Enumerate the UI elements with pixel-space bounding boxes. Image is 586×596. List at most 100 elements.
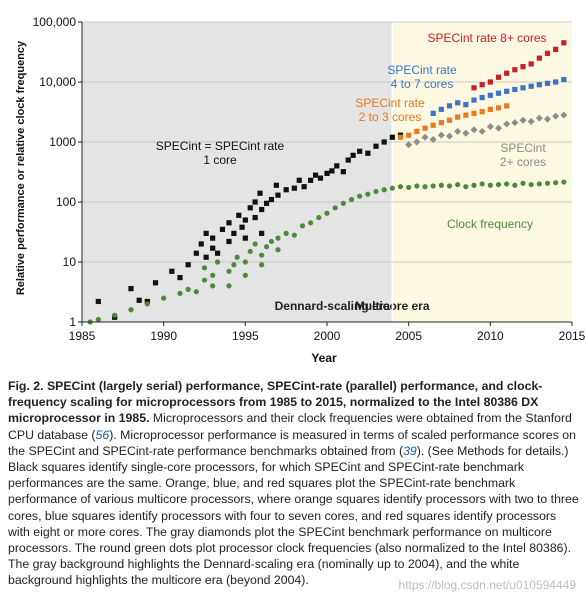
reference-link-39[interactable]: 39 bbox=[403, 443, 417, 458]
point-series-2-4 bbox=[437, 131, 445, 139]
point-series-1-47 bbox=[438, 182, 444, 188]
point-series-0-26 bbox=[252, 214, 258, 221]
y-tick-label-4: 10,000 bbox=[39, 75, 76, 89]
y-tick-label-0: 1 bbox=[69, 315, 76, 329]
point-series-2-0 bbox=[405, 141, 413, 149]
point-series-1-30 bbox=[299, 223, 306, 229]
series-label-0-0: SPECint = SPECint rate bbox=[156, 139, 285, 153]
point-series-2-13 bbox=[511, 119, 519, 127]
point-series-5-2 bbox=[487, 79, 493, 85]
point-series-3-3 bbox=[422, 125, 428, 131]
point-series-4-14 bbox=[544, 80, 551, 86]
point-series-4-5 bbox=[471, 97, 477, 103]
series-label-5-0: SPECint rate 8+ cores bbox=[427, 31, 546, 45]
point-series-1-42 bbox=[397, 184, 404, 190]
y-axis-title: Relative performance or relative clock f… bbox=[15, 40, 27, 295]
point-series-3-2 bbox=[414, 128, 420, 135]
point-series-4-13 bbox=[536, 82, 542, 88]
x-tick-label-1: 1990 bbox=[150, 329, 177, 343]
point-series-0-31 bbox=[268, 196, 275, 203]
era-region-1 bbox=[392, 22, 572, 322]
point-series-5-1 bbox=[479, 82, 485, 88]
point-series-1-57 bbox=[520, 180, 526, 186]
point-series-1-10 bbox=[201, 265, 208, 271]
point-series-2-9 bbox=[478, 127, 486, 135]
point-series-0-36 bbox=[296, 177, 302, 183]
point-series-3-13 bbox=[504, 103, 510, 109]
point-series-1-51 bbox=[471, 182, 477, 188]
point-series-0-49 bbox=[373, 143, 379, 149]
point-series-5-8 bbox=[536, 55, 542, 61]
y-tick-label-1: 10 bbox=[63, 255, 77, 269]
point-series-1-37 bbox=[357, 193, 363, 199]
point-series-1-11 bbox=[210, 283, 216, 289]
point-series-1-22 bbox=[259, 262, 265, 268]
point-series-1-41 bbox=[389, 185, 395, 191]
point-series-1-28 bbox=[283, 230, 289, 236]
point-series-0-12 bbox=[203, 254, 209, 260]
caption-text-1: Microprocessors and their clock frequenc… bbox=[8, 411, 572, 442]
series-label-2-1: 2+ cores bbox=[500, 155, 546, 169]
point-series-0-19 bbox=[231, 230, 237, 236]
point-series-0-50 bbox=[381, 139, 387, 145]
point-series-1-4 bbox=[144, 301, 150, 307]
point-series-1-5 bbox=[161, 295, 167, 301]
series-label-3-1: 2 to 3 cores bbox=[359, 110, 422, 124]
point-series-2-14 bbox=[519, 116, 527, 124]
y-tick-label-3: 1000 bbox=[49, 135, 76, 149]
point-series-1-19 bbox=[242, 259, 248, 265]
point-series-1-1 bbox=[95, 316, 101, 323]
point-series-0-28 bbox=[259, 230, 265, 236]
point-series-0-24 bbox=[247, 205, 253, 211]
point-series-4-9 bbox=[504, 88, 510, 94]
point-series-3-6 bbox=[446, 117, 453, 123]
point-series-0-5 bbox=[152, 280, 159, 286]
caption-text-2: ). Microprocessor performance is measure… bbox=[8, 427, 576, 458]
point-series-1-43 bbox=[406, 184, 412, 191]
point-series-2-18 bbox=[552, 112, 560, 120]
point-series-4-11 bbox=[520, 85, 526, 91]
point-series-0-29 bbox=[259, 206, 265, 213]
point-series-2-8 bbox=[470, 126, 478, 134]
data-points bbox=[87, 40, 568, 325]
point-series-1-9 bbox=[201, 277, 208, 283]
point-series-0-10 bbox=[198, 241, 204, 247]
point-series-0-14 bbox=[210, 245, 216, 251]
point-series-0-23 bbox=[242, 217, 248, 223]
point-series-0-32 bbox=[273, 182, 279, 188]
point-series-1-46 bbox=[430, 183, 436, 189]
point-series-3-12 bbox=[495, 105, 502, 111]
point-series-0-25 bbox=[252, 199, 258, 205]
era-label-0: Dennard-scaling era bbox=[275, 299, 391, 313]
point-series-3-5 bbox=[438, 120, 444, 126]
point-series-1-39 bbox=[373, 188, 379, 195]
point-series-1-61 bbox=[553, 180, 559, 186]
point-series-3-1 bbox=[406, 132, 412, 138]
point-series-1-20 bbox=[247, 248, 253, 255]
point-series-4-1 bbox=[438, 106, 444, 112]
point-series-1-55 bbox=[504, 181, 510, 187]
point-series-1-44 bbox=[414, 183, 420, 189]
point-series-1-6 bbox=[177, 290, 183, 296]
y-tick-label-5: 100,000 bbox=[33, 15, 77, 29]
point-series-0-30 bbox=[263, 200, 270, 206]
series-label-0-1: 1 core bbox=[203, 153, 237, 167]
point-series-1-45 bbox=[422, 184, 428, 190]
point-series-1-53 bbox=[487, 182, 493, 188]
point-series-1-50 bbox=[463, 184, 469, 190]
point-series-2-15 bbox=[527, 117, 535, 125]
point-series-0-3 bbox=[136, 297, 142, 303]
point-series-0-40 bbox=[317, 175, 324, 181]
point-series-0-42 bbox=[329, 168, 335, 174]
point-series-4-7 bbox=[487, 92, 493, 98]
point-series-4-8 bbox=[495, 90, 502, 96]
point-series-1-52 bbox=[479, 181, 485, 187]
point-series-0-9 bbox=[193, 250, 199, 256]
point-series-1-15 bbox=[226, 268, 232, 274]
axes: 1985 1990 1995 2000 2005 2010 2015 1 10 100 1000 10… bbox=[33, 15, 586, 343]
reference-link-56[interactable]: 56 bbox=[95, 427, 110, 442]
x-tick-label-4: 2005 bbox=[395, 329, 422, 343]
point-series-1-14 bbox=[226, 283, 232, 289]
point-series-0-7 bbox=[177, 274, 183, 281]
